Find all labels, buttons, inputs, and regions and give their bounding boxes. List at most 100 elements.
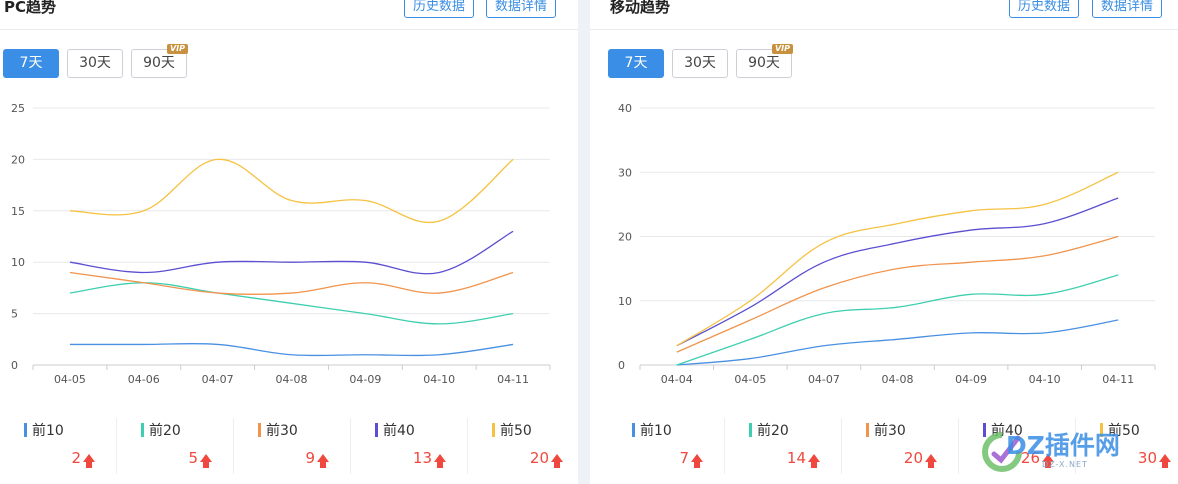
y-tick-label: 20 [11,153,25,166]
series-line-1 [69,342,514,357]
pc-trend-chart: 0 5 10 15 20 25 04-05 04-06 04-07 04-08 04-09 04-10… [11,102,551,386]
legend-value-text: 13 [412,449,432,467]
legend-label: 前30 [866,420,906,440]
legend-value-text: 26 [1020,449,1040,467]
legend-label: 前10 [24,420,64,440]
series-line-4 [69,230,514,275]
legend-divider [467,418,468,474]
legend: 前10 7 前20 14 前30 20 前40 26 前50 30 [590,408,1178,484]
range-90-days-button[interactable]: 90天 VIP [131,44,188,78]
x-tick-label: 04-06 [128,373,160,386]
y-tick-label: 15 [11,205,25,218]
legend-item[interactable]: 前30 20 [842,408,959,484]
legend-label-text: 前40 [383,423,415,439]
x-tick-label: 04-05 [734,373,766,386]
mobile-trend-panel: 移动趋势 历史数据 数据详情 7天 30天 90天 VIP 0 10 20 30 40 0… [590,0,1178,484]
legend-value-text: 14 [786,449,806,467]
legend-swatch [375,423,378,437]
panel-title: PC趋势 [4,0,57,16]
legend-label: 前30 [258,420,298,440]
legend-item[interactable]: 前40 26 [959,408,1076,484]
range-label: 30天 [684,55,716,71]
legend-item[interactable]: 前30 9 [234,408,351,484]
series-line-5 [69,158,514,224]
legend-value: 30 [1137,449,1171,468]
legend-value: 26 [1020,449,1054,468]
legend-value: 7 [679,449,703,468]
legend-item[interactable]: 前20 14 [725,408,842,484]
y-tick-label: 0 [11,359,18,372]
x-tick-label: 04-04 [661,373,693,386]
up-arrow-icon [200,454,212,468]
legend-divider [116,418,117,474]
series-line-4 [676,197,1119,347]
legend-value: 13 [412,449,446,468]
range-7-days-button[interactable]: 7天 [3,49,59,78]
legend-swatch [983,423,986,437]
legend-label: 前50 [492,420,532,440]
range-label: 90天 [143,55,175,71]
range-7-days-button[interactable]: 7天 [608,49,664,78]
x-tick-label: 04-08 [276,373,308,386]
history-data-button[interactable]: 历史数据 [404,0,475,18]
y-tick-label: 5 [11,308,18,321]
legend-label: 前10 [632,420,672,440]
x-tick-label: 04-11 [497,373,529,386]
range-label: 30天 [79,55,111,71]
legend-swatch [632,423,635,437]
legend-item[interactable]: 前10 2 [0,408,117,484]
range-90-days-button[interactable]: 90天 VIP [736,44,793,78]
legend-value-text: 30 [1137,449,1157,467]
legend-swatch [866,423,869,437]
legend-label: 前20 [141,420,181,440]
legend-label: 前40 [375,420,415,440]
up-arrow-icon [1159,454,1171,468]
y-tick-label: 10 [11,256,25,269]
x-tick-label: 04-09 [955,373,987,386]
legend-divider [1075,418,1076,474]
range-30-days-button[interactable]: 30天 [672,49,728,78]
x-tick-label: 04-10 [423,373,455,386]
legend-value: 5 [188,449,212,468]
series-line-3 [69,271,514,296]
legend-item[interactable]: 前20 5 [117,408,234,484]
y-tick-label: 30 [618,166,632,179]
legend-value-text: 7 [679,449,689,467]
mobile-trend-chart: 0 10 20 30 40 04-04 04-05 04-07 04-08 04-09 04-10 0… [618,102,1156,386]
panel-title: 移动趋势 [610,0,671,16]
up-arrow-icon [551,454,563,468]
legend-label: 前20 [749,420,789,440]
legend-label-text: 前20 [149,423,181,439]
x-tick-label: 04-10 [1029,373,1061,386]
legend-label-text: 前50 [500,423,532,439]
legend-item[interactable]: 前10 7 [608,408,725,484]
legend-item[interactable]: 前50 20 [468,408,578,484]
data-details-button[interactable]: 数据详情 [486,0,557,18]
panel-header: PC趋势 历史数据 数据详情 [0,0,578,30]
legend-value: 9 [305,449,329,468]
legend-item[interactable]: 前40 13 [351,408,468,484]
vip-badge: VIP [771,44,793,54]
y-tick-label: 10 [618,295,632,308]
legend-label-text: 前30 [874,423,906,439]
x-tick-label: 04-08 [882,373,914,386]
legend-swatch [141,423,144,437]
legend-label-text: 前50 [1108,423,1140,439]
up-arrow-icon [1042,454,1054,468]
legend-value: 20 [904,449,937,468]
legend: 前10 2 前20 5 前30 9 前40 13 前50 20 [0,408,578,484]
history-data-button[interactable]: 历史数据 [1009,0,1080,18]
up-arrow-icon [317,454,329,468]
legend-label-text: 前30 [266,423,298,439]
y-tick-label: 20 [618,231,632,244]
data-details-button[interactable]: 数据详情 [1092,0,1163,18]
legend-value-text: 2 [71,449,81,467]
range-label: 90天 [748,55,780,71]
legend-label: 前40 [983,420,1023,440]
legend-label: 前50 [1100,420,1140,440]
series-line-2 [676,274,1119,366]
pc-trend-panel: PC趋势 历史数据 数据详情 7天 30天 90天 VIP 0 5 10 15 20 25… [0,0,578,484]
panel-header: 移动趋势 历史数据 数据详情 [590,0,1178,30]
legend-item[interactable]: 前50 30 [1076,408,1178,484]
range-30-days-button[interactable]: 30天 [67,49,123,78]
